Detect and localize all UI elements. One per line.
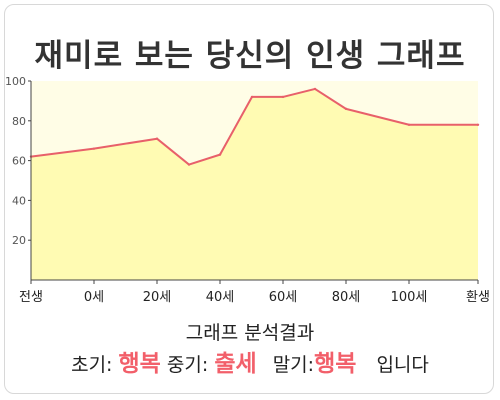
- analysis-result: 초기: 행복 중기: 출세 말기:행복 입니다: [0, 344, 500, 378]
- middle-label: 중기:: [166, 354, 209, 376]
- data-point-8: [344, 107, 348, 111]
- chart-frame: [4, 4, 494, 394]
- x-tick-label-7: 환생: [466, 290, 490, 305]
- early-label: 초기:: [71, 354, 113, 376]
- y-tick-label-80: 80: [12, 115, 26, 128]
- x-tick-label-4: 60세: [269, 290, 298, 305]
- data-point-2: [155, 137, 159, 140]
- y-tick-label-100: 100: [5, 75, 26, 88]
- data-point-9: [407, 123, 411, 126]
- late-label: 말기:: [272, 354, 315, 376]
- late-value: 행복: [314, 351, 357, 377]
- y-tick-label-20: 20: [12, 234, 26, 247]
- x-tick-label-1: 0세: [84, 290, 104, 305]
- y-tick-label-60: 60: [12, 155, 26, 168]
- x-tick-label-3: 40세: [206, 290, 235, 305]
- data-point-7: [313, 87, 317, 91]
- middle-value: 출세: [214, 351, 257, 377]
- data-point-10: [476, 123, 480, 126]
- data-point-3: [187, 163, 191, 166]
- x-tick-label-2: 20세: [143, 290, 172, 305]
- area-fill: [31, 88, 478, 281]
- x-tick-label-0: 전생: [19, 290, 43, 305]
- analysis-heading: 그래프 분석결과: [185, 322, 315, 344]
- x-tick-label-5: 80세: [332, 290, 361, 305]
- early-value: 행복: [118, 351, 161, 377]
- y-tick-label-40: 40: [12, 194, 26, 207]
- ending-text: 입니다: [376, 354, 429, 376]
- chart-title: 재미로 보는 당신의 인생 그래프: [34, 38, 466, 74]
- x-tick-label-6: 100세: [391, 290, 428, 305]
- data-point-6: [281, 95, 285, 99]
- data-point-1: [92, 147, 96, 150]
- data-point-4: [218, 153, 222, 156]
- data-point-5: [250, 95, 254, 99]
